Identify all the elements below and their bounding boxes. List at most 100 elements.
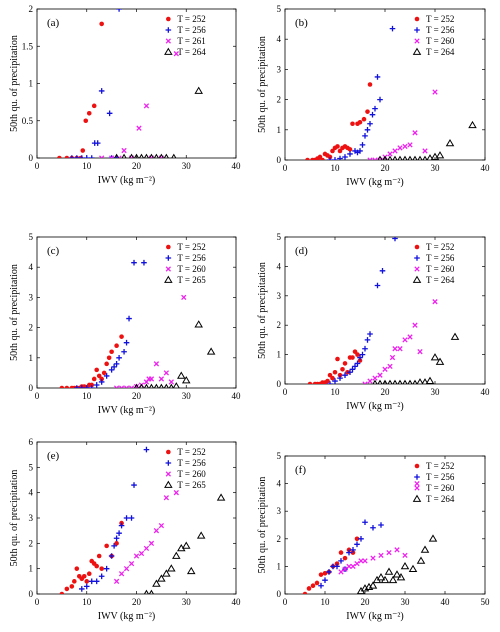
data-point bbox=[367, 331, 373, 337]
data-point bbox=[173, 490, 179, 496]
data-point bbox=[111, 364, 117, 370]
data-point bbox=[59, 385, 65, 388]
data-point bbox=[425, 376, 435, 384]
data-series-group bbox=[302, 480, 438, 594]
data-point bbox=[164, 275, 173, 283]
data-point bbox=[364, 337, 371, 343]
legend-entry: T = 252 bbox=[426, 14, 454, 24]
x-tick-label: 0 bbox=[35, 391, 40, 401]
data-point bbox=[362, 133, 368, 139]
data-point bbox=[181, 294, 187, 301]
y-tick-label: 3 bbox=[29, 292, 34, 302]
x-tick-label: 20 bbox=[132, 597, 142, 607]
panel-label: (a) bbox=[47, 17, 60, 29]
data-point bbox=[342, 361, 348, 366]
data-point bbox=[414, 480, 420, 487]
data-point bbox=[326, 569, 332, 575]
data-point bbox=[332, 378, 338, 384]
data-point bbox=[318, 572, 324, 577]
data-point bbox=[361, 116, 367, 122]
data-point bbox=[157, 574, 166, 582]
legend-entry: T = 252 bbox=[177, 447, 205, 457]
data-point bbox=[306, 586, 312, 591]
y-tick-label: 6 bbox=[29, 437, 34, 447]
data-series bbox=[305, 82, 373, 160]
plot-frame bbox=[36, 441, 237, 595]
data-point bbox=[81, 573, 87, 579]
x-axis-label: IWV (kg m⁻²) bbox=[346, 611, 404, 622]
data-point bbox=[367, 157, 373, 160]
data-point bbox=[131, 259, 137, 266]
data-point bbox=[166, 16, 171, 22]
data-point bbox=[152, 579, 161, 587]
data-point bbox=[113, 535, 120, 542]
data-point bbox=[412, 494, 422, 502]
data-point bbox=[119, 334, 124, 339]
data-point bbox=[372, 157, 378, 160]
chart-panel: 0 10 20 30 40 0 1 2 3 4 5 IWV (kg m⁻²) 50th qu. of p… bbox=[257, 4, 490, 188]
data-point bbox=[347, 147, 353, 152]
data-point bbox=[141, 259, 147, 266]
data-series bbox=[367, 89, 438, 160]
data-point bbox=[340, 367, 345, 372]
data-point bbox=[74, 566, 80, 571]
data-point bbox=[414, 244, 420, 250]
x-tick-label: 10 bbox=[331, 163, 341, 173]
legend-entry: T = 260 bbox=[177, 469, 206, 479]
y-tick-label: 5 bbox=[277, 451, 282, 461]
data-point bbox=[177, 371, 186, 379]
data-point bbox=[357, 358, 363, 363]
data-point bbox=[378, 552, 384, 559]
data-point bbox=[412, 275, 422, 283]
data-point bbox=[116, 355, 122, 361]
data-point bbox=[163, 383, 169, 388]
y-tick-label: 1 bbox=[277, 350, 282, 360]
data-point bbox=[101, 370, 107, 376]
legend-entry: T = 264 bbox=[426, 494, 455, 504]
legend-entry: T = 256 bbox=[177, 253, 206, 263]
data-point bbox=[109, 349, 114, 355]
data-point bbox=[94, 563, 99, 569]
x-tick-label: 20 bbox=[361, 597, 371, 607]
data-point bbox=[342, 154, 348, 160]
data-point bbox=[354, 360, 361, 367]
legend-entry: T = 265 bbox=[177, 480, 206, 490]
data-point bbox=[317, 154, 323, 160]
data-point bbox=[435, 151, 445, 159]
data-point bbox=[143, 545, 150, 552]
data-point bbox=[171, 153, 177, 158]
data-point bbox=[133, 553, 140, 559]
data-point bbox=[84, 579, 90, 584]
data-point bbox=[359, 351, 366, 358]
legend-entry: T = 256 bbox=[177, 25, 206, 35]
data-point bbox=[408, 564, 418, 573]
data-point bbox=[389, 25, 396, 32]
data-point bbox=[387, 151, 393, 157]
data-point bbox=[412, 47, 422, 55]
data-point bbox=[332, 369, 338, 375]
data-series bbox=[356, 534, 438, 594]
data-point bbox=[99, 376, 104, 382]
data-point bbox=[121, 147, 127, 154]
data-point bbox=[402, 552, 408, 559]
y-tick-label: 1 bbox=[29, 353, 34, 363]
data-point bbox=[402, 143, 408, 150]
data-point bbox=[450, 332, 460, 340]
x-tick-label: 0 bbox=[283, 597, 288, 607]
data-point bbox=[165, 255, 172, 261]
x-tick-label: 10 bbox=[331, 387, 341, 397]
data-series bbox=[362, 299, 438, 384]
data-point bbox=[397, 145, 403, 151]
data-point bbox=[93, 382, 100, 388]
chart-panel: 0 10 20 30 40 0 0.5 1 1.5 2 IWV (kg m⁻²) 50th qu. o… bbox=[9, 4, 241, 186]
data-point bbox=[347, 369, 353, 376]
data-point bbox=[332, 157, 338, 160]
x-axis-label: IWV (kg m⁻²) bbox=[98, 405, 156, 416]
data-point bbox=[57, 155, 62, 158]
y-tick-label: 1 bbox=[277, 125, 282, 135]
data-point bbox=[428, 534, 438, 542]
x-tick-label: 40 bbox=[232, 161, 242, 171]
data-point bbox=[338, 550, 344, 555]
data-point bbox=[121, 153, 127, 158]
